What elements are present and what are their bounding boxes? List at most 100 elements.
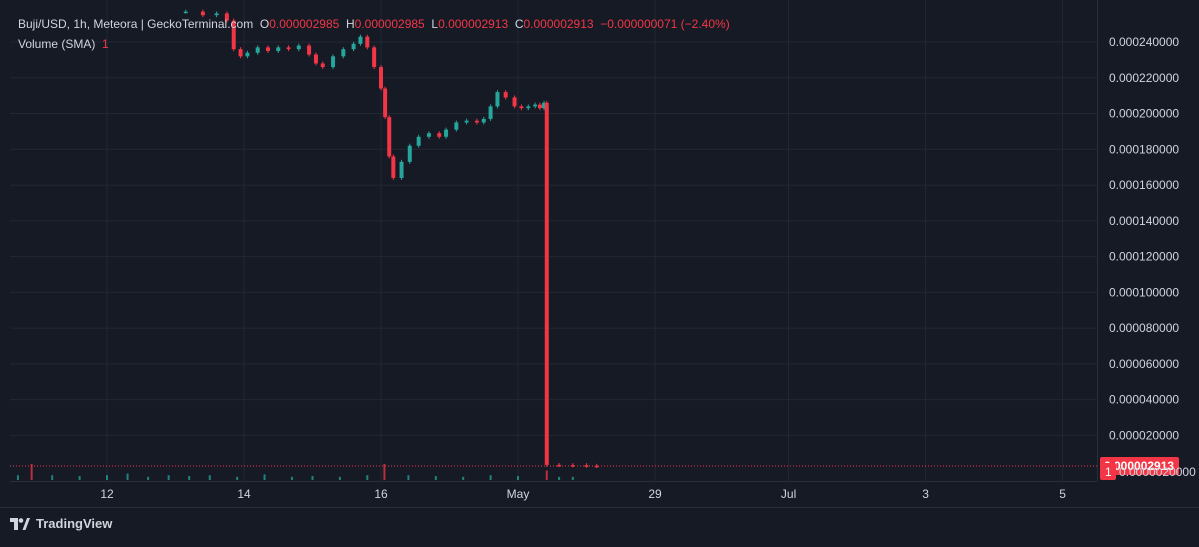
candle-body <box>407 145 412 162</box>
candle-body <box>341 49 346 57</box>
candle-body <box>200 11 205 16</box>
x-tick-label: Jul <box>781 487 796 501</box>
y-tick-label: 0.000200000 <box>1109 107 1179 121</box>
candle-body <box>307 45 312 55</box>
candle-body <box>358 36 363 44</box>
volume-bar <box>489 475 492 480</box>
x-tick-label: 14 <box>237 487 251 501</box>
candle-body <box>594 465 599 468</box>
chart-legend: Buji/USD, 1h, Meteora | GeckoTerminal.co… <box>18 16 730 56</box>
candle-body <box>331 56 336 68</box>
candle-body <box>444 129 449 137</box>
candle-body <box>416 136 421 146</box>
candle-body <box>351 43 356 50</box>
candle-body <box>231 20 236 50</box>
candle-body <box>183 11 188 14</box>
candle-body <box>426 133 431 137</box>
x-tick-label: May <box>507 487 530 501</box>
low-label: L <box>431 17 439 31</box>
candle-body <box>320 63 325 68</box>
volume-bar <box>30 464 33 480</box>
volume-value: 1 <box>102 37 109 51</box>
candle-body <box>313 54 318 64</box>
volume-bar <box>147 476 150 480</box>
tradingview-logo-icon <box>10 517 30 530</box>
candle-body <box>542 102 547 109</box>
y-tick-label: 0.000240000 <box>1109 35 1179 49</box>
candle-body <box>391 156 396 178</box>
volume-bar <box>407 475 410 480</box>
open-label: O <box>259 17 270 31</box>
volume-bar <box>236 476 239 480</box>
volume-bar <box>126 473 129 480</box>
high-label: H <box>345 17 355 31</box>
last-price-label: 0.000002913 <box>1104 459 1174 473</box>
candle-body <box>512 97 517 107</box>
last-price-badge <box>1100 456 1179 475</box>
candle-body <box>533 104 538 107</box>
candle-body <box>224 13 229 21</box>
candle-body <box>286 47 291 50</box>
volume-label[interactable]: Volume (SMA) <box>18 37 96 51</box>
y-tick-label: 0.000040000 <box>1109 393 1179 407</box>
candle-body <box>265 47 270 51</box>
x-tick-label: 5 <box>1059 487 1066 501</box>
volume-axis-label: 0.0000020000 <box>1119 465 1196 479</box>
change-value: −0.000000071 (−2.40%) <box>600 17 730 31</box>
y-tick-label: 0.000020000 <box>1109 428 1179 442</box>
volume-bar <box>311 476 314 480</box>
close-value: 0.000002913 <box>523 17 594 31</box>
volume-bar <box>16 475 19 480</box>
candle-body <box>365 36 370 48</box>
candle-body <box>372 47 377 68</box>
candle-body <box>481 118 486 123</box>
y-tick-label: 0.000100000 <box>1109 285 1179 299</box>
brand-name: TradingView <box>36 516 113 531</box>
volume-badge-label: 1 <box>1105 465 1112 479</box>
candle-body <box>399 161 404 178</box>
volume-bar <box>51 475 54 480</box>
volume-badge <box>1100 463 1116 480</box>
y-tick-label: 0.000140000 <box>1109 214 1179 228</box>
candle-body <box>488 106 493 119</box>
high-value: 0.000002985 <box>354 17 425 31</box>
y-tick-label: 0.000120000 <box>1109 250 1179 264</box>
low-value: 0.000002913 <box>438 17 509 31</box>
volume-bar <box>167 475 170 480</box>
candle-body <box>474 120 479 123</box>
volume-bar <box>263 474 266 480</box>
volume-bar <box>571 476 574 480</box>
candle-body <box>503 92 508 98</box>
ohlc-row: Buji/USD, 1h, Meteora | GeckoTerminal.co… <box>18 16 730 36</box>
volume-bar <box>188 476 191 480</box>
volume-bar <box>383 464 386 480</box>
y-tick-label: 0.000060000 <box>1109 357 1179 371</box>
candle-body <box>437 133 442 137</box>
tradingview-brand[interactable]: TradingView <box>10 516 112 531</box>
candle-body <box>495 92 500 107</box>
open-value: 0.000002985 <box>269 17 340 31</box>
candle-body <box>519 106 524 109</box>
candle-body <box>454 122 459 130</box>
volume-bar <box>290 476 293 480</box>
x-tick-label: 16 <box>374 487 388 501</box>
candle-body <box>245 52 250 57</box>
candle-body <box>379 67 383 89</box>
volume-bar <box>208 475 211 480</box>
volume-bar <box>78 476 81 480</box>
y-tick-label: 0.000180000 <box>1109 142 1179 156</box>
symbol-title[interactable]: Buji/USD, 1h, Meteora | GeckoTerminal.co… <box>18 17 254 31</box>
volume-bar <box>462 476 465 480</box>
volume-row: Volume (SMA) 1 <box>18 36 730 56</box>
y-tick-label: 0.000220000 <box>1109 71 1179 85</box>
volume-bar <box>338 476 341 480</box>
candle-body <box>383 88 388 118</box>
candle-body <box>544 102 549 465</box>
x-tick-label: 12 <box>100 487 114 501</box>
candle-body <box>526 106 531 109</box>
candle-body <box>276 47 281 51</box>
y-tick-label: 0.000160000 <box>1109 178 1179 192</box>
volume-bar <box>434 476 437 480</box>
